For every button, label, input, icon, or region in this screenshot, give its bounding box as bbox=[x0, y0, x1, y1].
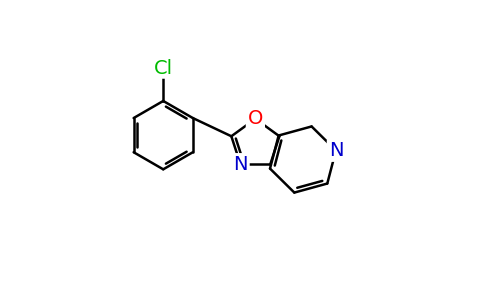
Text: O: O bbox=[248, 109, 263, 128]
Text: Cl: Cl bbox=[154, 59, 173, 78]
Text: N: N bbox=[329, 141, 343, 160]
Text: N: N bbox=[233, 155, 248, 174]
Text: Cl: Cl bbox=[154, 59, 173, 78]
